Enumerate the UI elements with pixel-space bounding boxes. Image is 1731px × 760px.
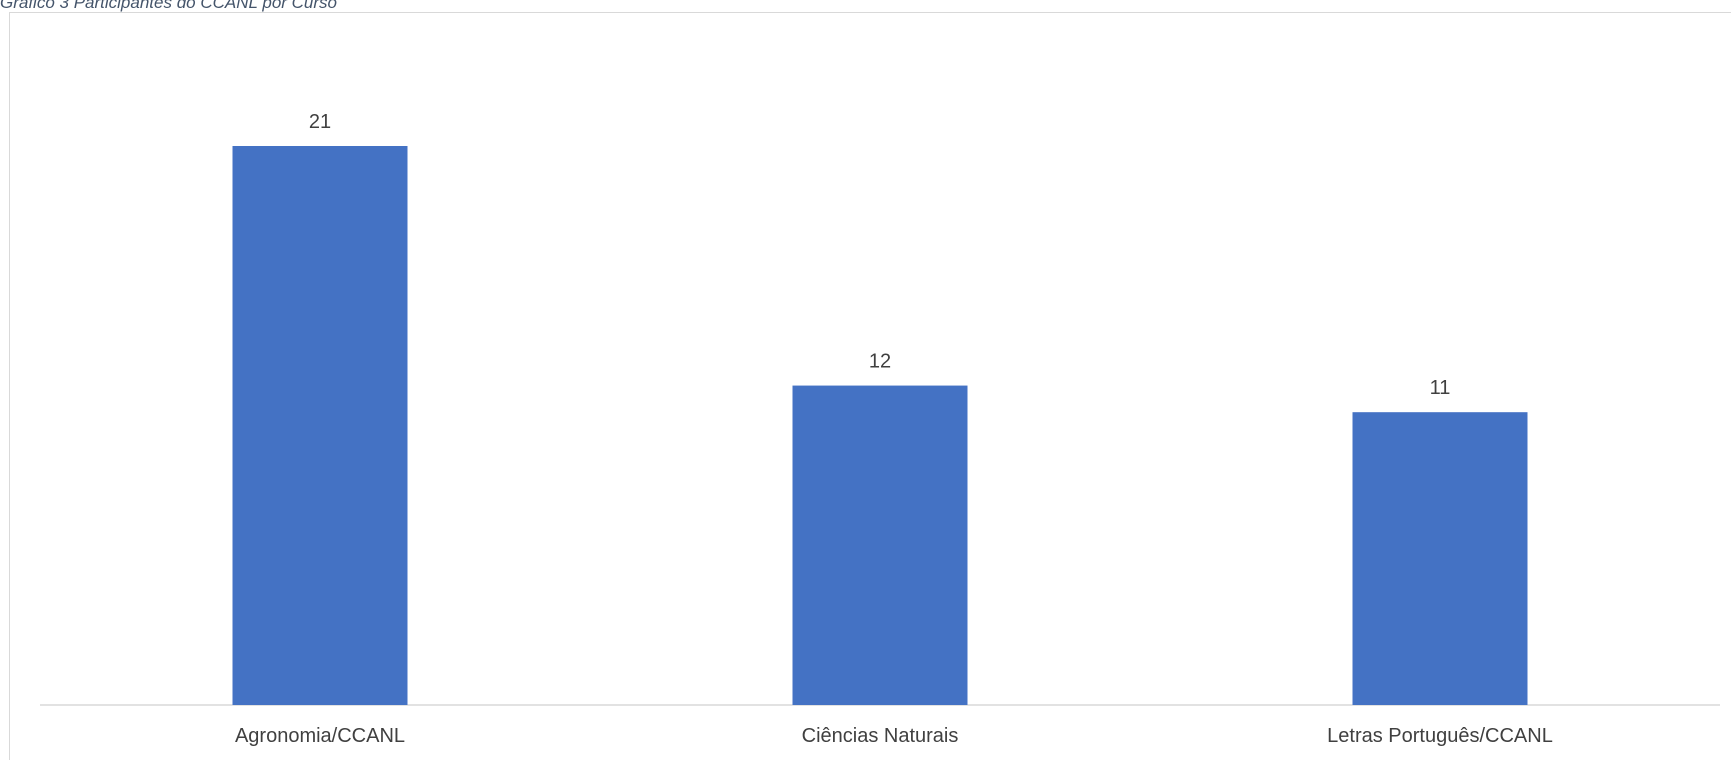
bar-3 [1352,412,1528,705]
bar-1 [232,146,408,705]
figure-caption: Gráfico 3 Participantes do CCANL por Cur… [0,0,338,12]
data-label-3: 11 [1430,377,1451,399]
x-tick-label-1: Agronomia/CCANL [235,725,405,747]
data-label-1: 21 [309,111,331,133]
data-labels-group: 21 12 11 [309,111,1451,399]
x-tick-label-2: Ciências Naturais [802,725,959,747]
bars-group [232,146,1528,705]
x-tick-labels-group: Agronomia/CCANL Ciências Naturais Letras P… [235,725,1553,747]
chart-frame [9,12,1731,760]
data-label-2: 12 [869,351,891,373]
bar-2 [792,385,968,705]
x-tick-label-3: Letras Português/CCANL [1327,725,1553,747]
